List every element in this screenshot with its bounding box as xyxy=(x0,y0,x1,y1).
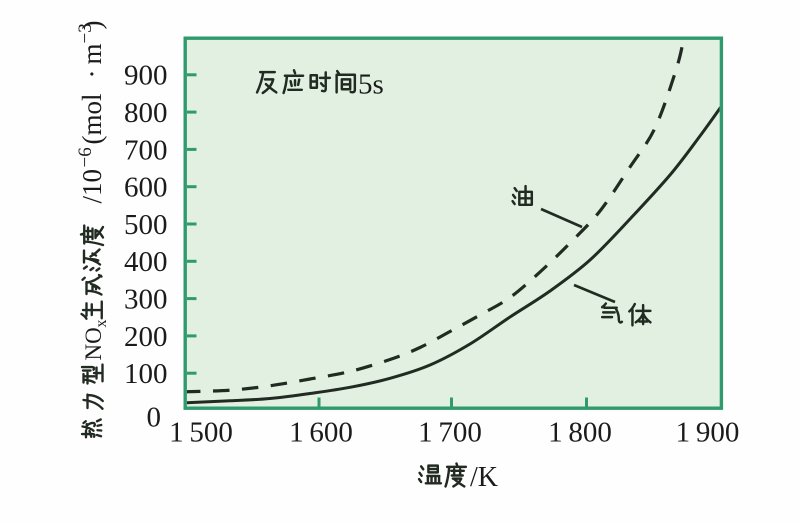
svg-text:(mol: (mol xyxy=(77,94,107,145)
svg-text:1 600: 1 600 xyxy=(289,417,353,449)
svg-text:−3: −3 xyxy=(75,23,96,43)
svg-text:): ) xyxy=(77,21,107,30)
svg-text:100: 100 xyxy=(124,358,168,390)
svg-text:1 700: 1 700 xyxy=(418,417,482,449)
svg-text:200: 200 xyxy=(124,321,168,353)
svg-text:1 900: 1 900 xyxy=(676,417,740,449)
svg-text:400: 400 xyxy=(124,246,168,278)
svg-text:800: 800 xyxy=(124,97,168,129)
svg-text:x: x xyxy=(93,320,110,328)
svg-text:0: 0 xyxy=(147,402,162,434)
svg-text:−6: −6 xyxy=(75,147,96,167)
svg-text:/K: /K xyxy=(470,462,498,493)
svg-text:·: · xyxy=(77,70,107,79)
svg-text:NO: NO xyxy=(81,327,106,360)
svg-text:m: m xyxy=(77,43,107,64)
svg-text:600: 600 xyxy=(124,172,168,204)
svg-text:300: 300 xyxy=(124,284,168,316)
svg-text:700: 700 xyxy=(124,134,168,166)
svg-text:/10: /10 xyxy=(77,169,107,204)
svg-text:1 500: 1 500 xyxy=(169,417,233,449)
svg-text:5s: 5s xyxy=(358,69,384,101)
svg-text:900: 900 xyxy=(124,60,168,92)
svg-text:1 800: 1 800 xyxy=(548,417,612,449)
svg-text:500: 500 xyxy=(124,209,168,241)
